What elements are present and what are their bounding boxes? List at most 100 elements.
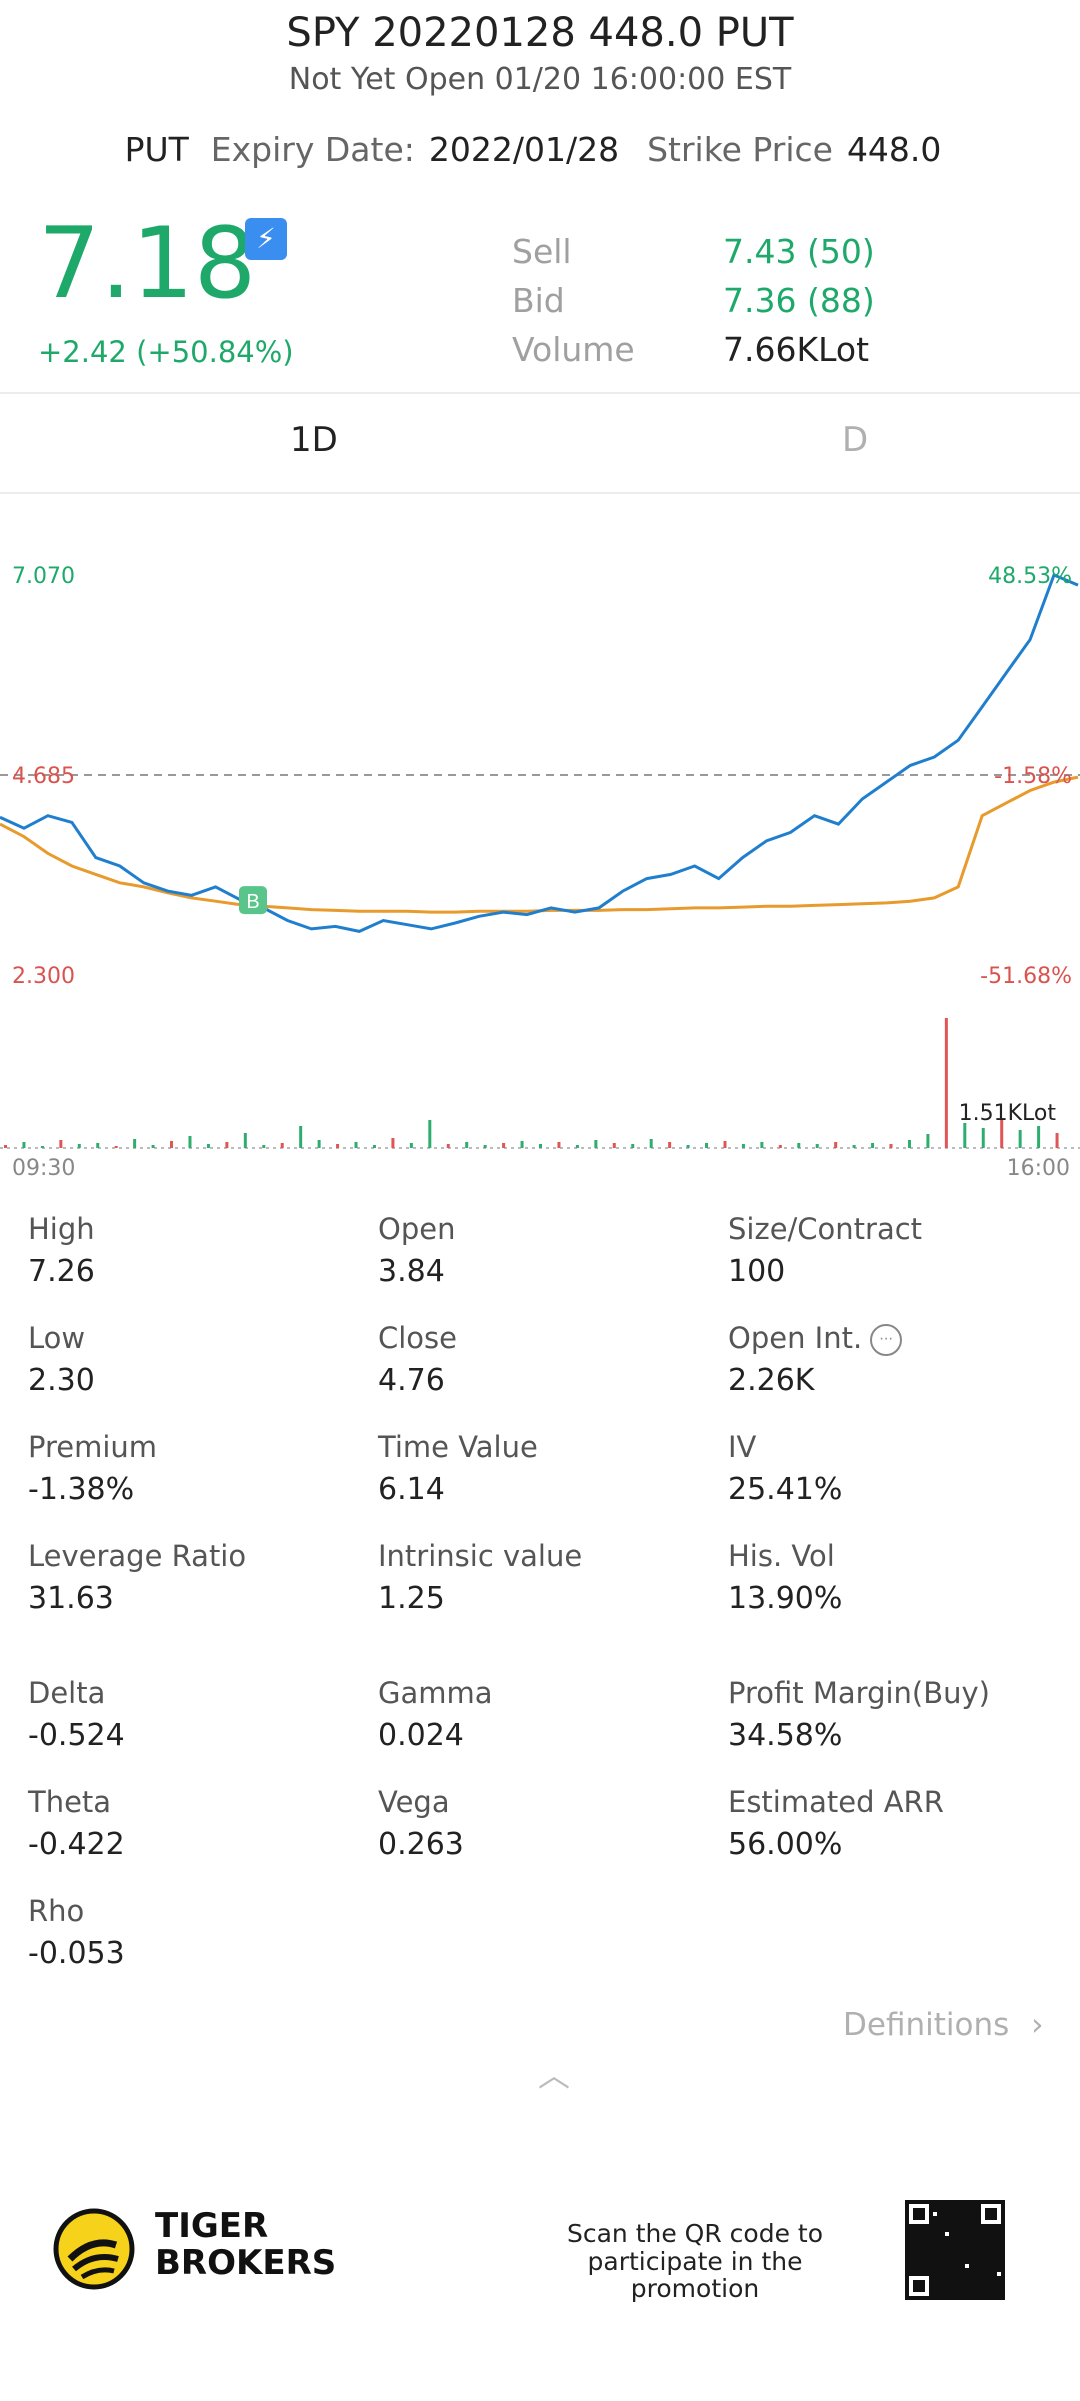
qr-cell: [949, 2292, 953, 2296]
qr-cell: [937, 2268, 941, 2272]
qr-cell: [933, 2228, 937, 2232]
qr-cell: [965, 2208, 969, 2212]
qr-cell: [945, 2200, 949, 2204]
qr-cell: [977, 2280, 981, 2284]
qr-cell: [949, 2208, 953, 2212]
qr-cell: [917, 2248, 921, 2252]
qr-cell: [925, 2268, 929, 2272]
qr-cell: [997, 2296, 1001, 2300]
qr-cell: [965, 2200, 969, 2204]
qr-cell: [913, 2256, 917, 2260]
promo-line2: participate in the promotion: [587, 2246, 803, 2303]
qr-cell: [941, 2228, 945, 2232]
qr-cell: [937, 2296, 941, 2300]
contract-title: SPY 20220128 448.0 PUT: [286, 10, 794, 56]
stat-value: 25.41%: [728, 1472, 843, 1507]
qr-cell: [973, 2232, 977, 2236]
qr-cell: [993, 2260, 997, 2264]
y-label-left: 2.300: [12, 964, 75, 989]
qr-cell: [1001, 2256, 1005, 2260]
qr-cell: [941, 2200, 945, 2204]
stat-value: -0.422: [28, 1827, 125, 1862]
chevron-up-icon[interactable]: ︿: [538, 2056, 571, 2094]
sell-value: 7.43 (50): [723, 232, 875, 271]
qr-cell: [961, 2224, 965, 2228]
qr-cell: [957, 2224, 961, 2228]
definitions-link[interactable]: Definitions ›: [843, 2007, 1044, 2043]
sell-label: Sell: [512, 232, 572, 271]
volume-bar: [77, 1144, 81, 1148]
qr-cell: [1001, 2228, 1005, 2232]
intraday-chart[interactable]: B 7.070 4.685 2.300 48.53% -1.58% -51.68% 1.51K…: [0, 500, 1080, 1180]
stat-value: 2.26K: [728, 1363, 815, 1398]
qr-cell: [973, 2288, 977, 2292]
qr-cell: [929, 2240, 933, 2244]
stat-label: Open: [378, 1212, 456, 1246]
qr-cell: [937, 2276, 941, 2280]
qr-cell: [977, 2268, 981, 2272]
qr-cell: [977, 2296, 981, 2300]
tab-1d[interactable]: 1D: [290, 420, 338, 460]
qr-cell: [953, 2272, 957, 2276]
qr-cell: [953, 2232, 957, 2236]
qr-cell: [973, 2208, 977, 2212]
qr-cell: [921, 2228, 925, 2232]
qr-cell: [909, 2252, 913, 2256]
qr-cell: [969, 2224, 973, 2228]
qr-cell: [989, 2284, 993, 2288]
qr-cell: [921, 2260, 925, 2264]
qr-cell: [965, 2220, 969, 2224]
qr-cell: [989, 2264, 993, 2268]
qr-cell: [941, 2284, 945, 2288]
qr-cell: [973, 2276, 977, 2280]
qr-cell: [997, 2268, 1001, 2272]
qr-cell: [965, 2244, 969, 2248]
option-type: PUT: [124, 130, 189, 169]
qr-cell: [961, 2228, 965, 2232]
qr-cell: [1001, 2292, 1005, 2296]
qr-cell: [969, 2284, 973, 2288]
volume-bar: [4, 1145, 7, 1148]
qr-cell: [949, 2256, 953, 2260]
qr-cell: [905, 2244, 909, 2248]
qr-cell: [961, 2216, 965, 2220]
lightning-icon[interactable]: ⚡: [245, 218, 287, 260]
qr-cell: [945, 2204, 949, 2208]
volume-bar: [612, 1143, 616, 1148]
stat-label: High: [28, 1212, 95, 1246]
qr-cell: [977, 2228, 981, 2232]
volume-bar: [483, 1145, 487, 1148]
stat-value: -0.524: [28, 1718, 125, 1753]
qr-cell: [945, 2228, 949, 2232]
volume-bar: [354, 1142, 358, 1148]
qr-cell: [933, 2284, 937, 2288]
qr-cell: [973, 2248, 977, 2252]
qr-cell: [973, 2268, 977, 2272]
volume-bar: [981, 1128, 985, 1148]
qr-cell: [957, 2264, 961, 2268]
tab-daily[interactable]: D: [842, 420, 869, 460]
bid-label: Bid: [512, 281, 565, 320]
volume-bar: [815, 1144, 819, 1148]
stat-label: Profit Margin(Buy): [728, 1676, 990, 1710]
qr-cell: [977, 2288, 981, 2292]
info-icon[interactable]: ⋯: [870, 1324, 903, 1356]
brand-line1: TIGER: [155, 2206, 269, 2246]
qr-cell: [945, 2224, 949, 2228]
qr-cell: [957, 2248, 961, 2252]
qr-cell: [969, 2208, 973, 2212]
volume-bar: [1037, 1126, 1041, 1148]
qr-cell: [937, 2232, 941, 2236]
qr-cell: [937, 2224, 941, 2228]
qr-cell: [945, 2248, 949, 2252]
qr-cell: [961, 2244, 965, 2248]
qr-cell: [945, 2296, 949, 2300]
qr-cell: [973, 2236, 977, 2240]
qr-cell: [933, 2272, 937, 2276]
qr-cell: [969, 2264, 973, 2268]
qr-cell: [1001, 2296, 1005, 2300]
qr-code[interactable]: [905, 2200, 1005, 2300]
volume-bar: [871, 1143, 875, 1148]
last-price: 7.18: [38, 207, 257, 321]
volume-bar: [336, 1144, 340, 1148]
